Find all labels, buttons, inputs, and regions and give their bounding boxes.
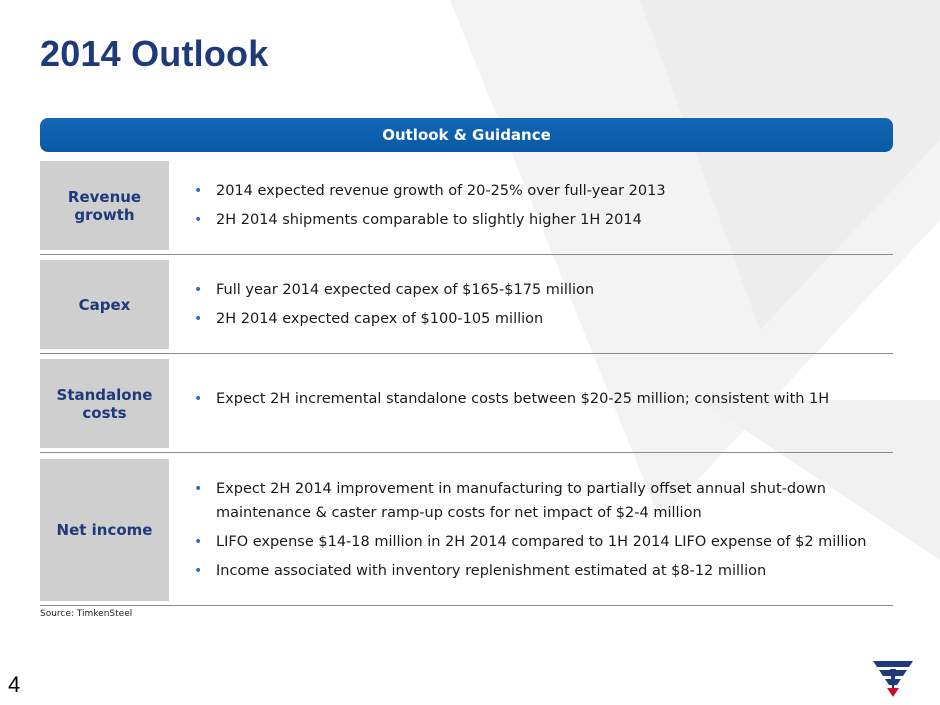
row-label: Revenue growth — [40, 161, 169, 250]
row-divider — [40, 605, 893, 606]
bullet-item: 2014 expected revenue growth of 20-25% o… — [192, 179, 666, 203]
row-label: Capex — [40, 260, 169, 349]
bullet-list: Full year 2014 expected capex of $165-$1… — [192, 278, 594, 331]
bullet-item: 2H 2014 expected capex of $100-105 milli… — [192, 307, 594, 331]
bullet-list: Expect 2H 2014 improvement in manufactur… — [192, 477, 892, 583]
bullet-item: Full year 2014 expected capex of $165-$1… — [192, 278, 594, 302]
bullet-item: Expect 2H incremental standalone costs b… — [192, 387, 829, 411]
page-title: 2014 Outlook — [40, 33, 269, 74]
bullet-list: 2014 expected revenue growth of 20-25% o… — [192, 179, 666, 232]
bullet-item: Expect 2H 2014 improvement in manufactur… — [192, 477, 892, 525]
row-label: Net income — [40, 459, 169, 601]
bullet-list: Expect 2H incremental standalone costs b… — [192, 387, 829, 411]
bullet-item: 2H 2014 shipments comparable to slightly… — [192, 208, 666, 232]
source-note: Source: TimkenSteel — [40, 609, 133, 619]
bullet-item: LIFO expense $14-18 million in 2H 2014 c… — [192, 530, 892, 554]
row-label: Standalone costs — [40, 359, 169, 448]
row-divider — [40, 353, 893, 354]
row-divider — [40, 254, 893, 255]
company-logo-icon — [873, 661, 913, 697]
row-divider — [40, 452, 893, 453]
section-banner: Outlook & Guidance — [40, 118, 893, 152]
page-number: 4 — [8, 672, 21, 697]
bullet-item: Income associated with inventory repleni… — [192, 559, 892, 583]
